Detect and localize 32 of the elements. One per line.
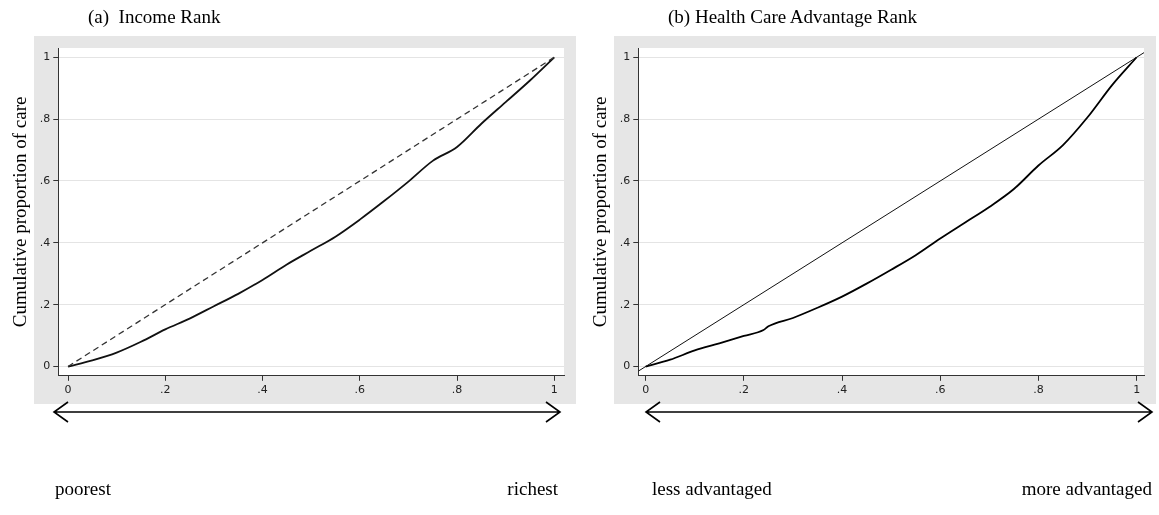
x-tick-label: 0 — [64, 383, 72, 397]
y-tick-label: .4 — [619, 235, 631, 249]
y-tick-label: .4 — [39, 235, 51, 249]
y-tick-label: .6 — [619, 173, 631, 187]
x-tick-label: .2 — [738, 383, 750, 397]
y-tick-label: .2 — [39, 297, 51, 311]
y-tick-label: 1 — [43, 50, 51, 64]
y-tick-label: .8 — [39, 111, 51, 125]
x-tick-label: 1 — [1133, 383, 1141, 397]
x-tick-label: .8 — [451, 383, 463, 397]
x-tick-label: .6 — [935, 383, 946, 397]
x-tick-label: .4 — [836, 383, 848, 397]
chart-title: (b) Health Care Advantage Rank — [668, 6, 918, 28]
text: richest — [507, 478, 558, 500]
x-tick-label: 1 — [550, 383, 558, 397]
y-tick-label: .8 — [619, 111, 631, 125]
x-tick-label: 0 — [642, 383, 650, 397]
y-tick-label: 0 — [43, 359, 51, 373]
y-tick-label: 1 — [623, 50, 631, 64]
x-tick-label: .6 — [354, 383, 366, 397]
y-tick-label: .6 — [39, 173, 51, 187]
text: poorest — [55, 478, 111, 500]
x-tick-label: .4 — [257, 383, 268, 397]
y-axis-title: Cumulative proportion of care — [589, 96, 611, 328]
y-tick-label: .2 — [619, 297, 631, 311]
chart-title: (a) Income Rank — [88, 6, 221, 28]
x-tick-label: .2 — [160, 383, 171, 397]
x-tick-label: .8 — [1033, 383, 1044, 397]
y-tick-label: 0 — [623, 359, 631, 373]
text: more advantaged — [1021, 478, 1152, 500]
y-axis-title: Cumulative proportion of care — [9, 96, 31, 328]
text: less advantaged — [652, 478, 772, 500]
